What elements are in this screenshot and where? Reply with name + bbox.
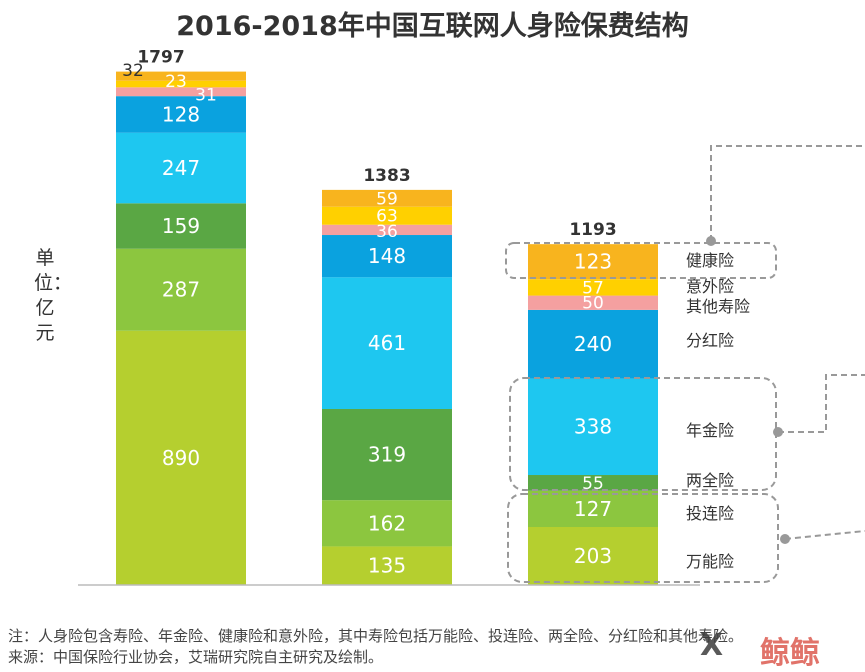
connector-dot: [773, 427, 783, 437]
bracket-layer: [505, 145, 865, 583]
data-label: 338: [574, 415, 612, 439]
data-label: 57: [582, 278, 604, 298]
data-label: 63: [376, 207, 398, 227]
legend-item: 两全险: [686, 471, 734, 490]
total-label: 1383: [363, 166, 410, 186]
bar-segment: [528, 295, 658, 310]
data-label: 31: [195, 86, 217, 106]
bar-segment: [116, 87, 246, 97]
footnote: 注：人身险包含寿险、年金险、健康险和意外险，其中寿险包括万能险、投连险、两全险、…: [8, 626, 743, 668]
bar-segment: [528, 475, 658, 491]
data-label: 32: [122, 61, 144, 81]
footnote-source: 来源：中国保险行业协会，艾瑞研究院自主研究及绘制。: [8, 648, 384, 666]
data-label: 55: [582, 474, 604, 494]
bar-segment: [528, 309, 658, 379]
bar-segment: [322, 277, 452, 410]
connector-dot: [706, 236, 716, 246]
legend-item: 万能险: [686, 552, 734, 571]
bar-segment: [322, 409, 452, 501]
data-label: 128: [162, 102, 200, 126]
data-label: 240: [574, 332, 612, 356]
data-label: 247: [162, 156, 200, 180]
legend-item: 分红险: [686, 331, 734, 350]
bar-segment: [322, 224, 452, 236]
bar-segment: [116, 71, 246, 81]
bar-segment: [322, 189, 452, 207]
chart-title: 2016-2018年中国互联网人身险保费结构: [176, 11, 689, 42]
bar-segment: [116, 248, 246, 331]
bar-segment: [116, 96, 246, 133]
data-label: 159: [162, 214, 200, 238]
legend-item: 其他寿险: [686, 297, 750, 316]
data-label: 59: [376, 189, 398, 209]
data-label: 890: [162, 446, 200, 470]
bars-layer: [116, 71, 658, 585]
bar-segment: [116, 132, 246, 204]
watermark-text: 鲸鲸: [760, 636, 820, 671]
bar-segment: [528, 378, 658, 476]
data-label: 135: [368, 554, 406, 578]
data-label: 123: [574, 250, 612, 274]
connector-dot: [780, 534, 790, 544]
bar-segment: [116, 80, 246, 88]
data-label: 461: [368, 331, 406, 355]
bar-segment: [116, 203, 246, 249]
connector-health: [710, 145, 865, 241]
bar-segment: [528, 527, 658, 585]
legend-item: 意外险: [686, 277, 734, 296]
data-label: 148: [368, 244, 406, 268]
legend-item: 年金险: [686, 421, 734, 440]
total-label: 1797: [137, 48, 184, 68]
bar-segment: [322, 206, 452, 225]
bar-segment: [322, 235, 452, 278]
bar-segment: [322, 500, 452, 547]
bar-segment: [116, 330, 246, 585]
data-label: 162: [368, 511, 406, 535]
bar-segment: [322, 546, 452, 585]
data-label: 203: [574, 544, 612, 568]
bracket-life: [507, 493, 779, 583]
watermark-logo: X 鲸鲸: [700, 628, 850, 671]
connector-annuity: [778, 374, 865, 433]
data-label: 319: [368, 443, 406, 467]
data-label: 50: [582, 294, 604, 314]
bracket-health: [505, 242, 777, 279]
watermark-logo-mark: X: [700, 628, 724, 663]
data-label: 127: [574, 497, 612, 521]
bar-segment: [528, 490, 658, 528]
legend-item: 投连险: [686, 504, 734, 523]
connector-life: [784, 530, 865, 540]
bar-segment: [528, 279, 658, 296]
data-label: 23: [165, 72, 187, 92]
footnote-note: 注：人身险包含寿险、年金险、健康险和意外险，其中寿险包括万能险、投连险、两全险、…: [8, 627, 744, 645]
data-label: 287: [162, 278, 200, 302]
total-label: 1193: [569, 220, 616, 240]
legend-item: 健康险: [686, 251, 734, 270]
bar-segment: [528, 244, 658, 280]
data-label: 36: [376, 222, 398, 242]
